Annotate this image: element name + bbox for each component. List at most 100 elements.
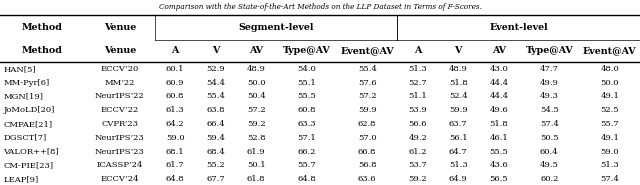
Text: 66.8: 66.8 xyxy=(358,148,376,156)
Text: Event@AV: Event@AV xyxy=(340,46,394,55)
Text: 57.4: 57.4 xyxy=(600,175,620,183)
Text: Venue: Venue xyxy=(104,23,136,32)
Text: JoMoLD[20]: JoMoLD[20] xyxy=(3,106,54,114)
Text: 48.9: 48.9 xyxy=(449,65,468,73)
Text: 49.5: 49.5 xyxy=(540,161,559,169)
Text: 55.7: 55.7 xyxy=(600,120,619,128)
Text: 47.7: 47.7 xyxy=(540,65,559,73)
Text: 52.9: 52.9 xyxy=(206,65,225,73)
Text: 60.9: 60.9 xyxy=(166,79,184,87)
Text: 63.3: 63.3 xyxy=(298,120,316,128)
Text: 61.3: 61.3 xyxy=(166,106,184,114)
Text: 64.9: 64.9 xyxy=(449,175,468,183)
Text: 66.2: 66.2 xyxy=(298,148,316,156)
Text: 64.8: 64.8 xyxy=(298,175,316,183)
Text: 55.4: 55.4 xyxy=(206,92,225,100)
Text: 49.9: 49.9 xyxy=(540,79,559,87)
Text: 59.2: 59.2 xyxy=(408,175,427,183)
Text: Type@AV: Type@AV xyxy=(525,46,573,55)
Text: 51.8: 51.8 xyxy=(490,120,508,128)
Text: Method: Method xyxy=(22,46,63,55)
Text: 68.1: 68.1 xyxy=(166,148,184,156)
Text: 55.7: 55.7 xyxy=(298,161,316,169)
Text: 67.7: 67.7 xyxy=(206,175,225,183)
Text: 56.1: 56.1 xyxy=(449,134,468,142)
Text: 61.8: 61.8 xyxy=(247,175,266,183)
Text: 52.7: 52.7 xyxy=(408,79,427,87)
Text: 49.3: 49.3 xyxy=(540,92,559,100)
Text: 63.6: 63.6 xyxy=(358,175,376,183)
Text: 68.4: 68.4 xyxy=(206,148,225,156)
Text: 52.4: 52.4 xyxy=(449,92,468,100)
Text: 63.8: 63.8 xyxy=(206,106,225,114)
Text: 53.9: 53.9 xyxy=(408,106,427,114)
Text: HAN[5]: HAN[5] xyxy=(3,65,36,73)
Text: 49.2: 49.2 xyxy=(408,134,427,142)
Text: CVPR’23: CVPR’23 xyxy=(101,120,138,128)
Text: ECCV’22: ECCV’22 xyxy=(100,106,139,114)
Text: AV: AV xyxy=(249,46,263,55)
Text: 49.1: 49.1 xyxy=(600,92,620,100)
Text: V: V xyxy=(212,46,220,55)
Text: 50.4: 50.4 xyxy=(247,92,266,100)
Text: CM-PIE[23]: CM-PIE[23] xyxy=(3,161,53,169)
Text: 55.2: 55.2 xyxy=(206,161,225,169)
Text: 64.8: 64.8 xyxy=(166,175,184,183)
Text: 55.4: 55.4 xyxy=(358,65,376,73)
Text: 60.1: 60.1 xyxy=(166,65,184,73)
Text: 57.4: 57.4 xyxy=(540,120,559,128)
Text: 64.7: 64.7 xyxy=(449,148,468,156)
Text: 51.3: 51.3 xyxy=(600,161,619,169)
Text: DGSCT[7]: DGSCT[7] xyxy=(3,134,47,142)
Text: MGN[19]: MGN[19] xyxy=(3,92,44,100)
Text: 51.1: 51.1 xyxy=(408,92,427,100)
Text: 49.1: 49.1 xyxy=(600,134,620,142)
Text: 54.4: 54.4 xyxy=(206,79,225,87)
Text: 55.5: 55.5 xyxy=(298,92,316,100)
Text: 55.5: 55.5 xyxy=(490,148,508,156)
Text: 51.3: 51.3 xyxy=(449,161,468,169)
Text: V: V xyxy=(454,46,462,55)
Text: 56.8: 56.8 xyxy=(358,161,376,169)
Text: ICASSP’24: ICASSP’24 xyxy=(97,161,143,169)
Text: Type@AV: Type@AV xyxy=(283,46,331,55)
Text: 51.3: 51.3 xyxy=(408,65,427,73)
Text: 43.0: 43.0 xyxy=(490,65,508,73)
Text: A: A xyxy=(414,46,421,55)
Text: AV: AV xyxy=(492,46,506,55)
Text: ECCV’24: ECCV’24 xyxy=(100,175,139,183)
Text: 53.7: 53.7 xyxy=(408,161,427,169)
Text: 62.8: 62.8 xyxy=(358,120,376,128)
Text: Event-level: Event-level xyxy=(490,23,548,32)
Text: 59.9: 59.9 xyxy=(449,106,468,114)
Text: 52.8: 52.8 xyxy=(247,134,266,142)
Text: 44.4: 44.4 xyxy=(489,92,508,100)
Text: NeurIPS’23: NeurIPS’23 xyxy=(95,148,145,156)
Text: 66.4: 66.4 xyxy=(206,120,225,128)
Text: 59.4: 59.4 xyxy=(206,134,225,142)
Text: 60.4: 60.4 xyxy=(540,148,559,156)
Text: 59.2: 59.2 xyxy=(247,120,266,128)
Text: 52.5: 52.5 xyxy=(600,106,619,114)
Text: Method: Method xyxy=(22,23,63,32)
Text: 56.5: 56.5 xyxy=(490,175,508,183)
Text: Comparison with the State-of-the-Art Methods on the LLP Dataset in Terms of F-Sc: Comparison with the State-of-the-Art Met… xyxy=(159,3,481,11)
Text: 63.7: 63.7 xyxy=(449,120,468,128)
Text: Segment-level: Segment-level xyxy=(238,23,314,32)
Text: NeurIPS’22: NeurIPS’22 xyxy=(95,92,145,100)
Text: 50.0: 50.0 xyxy=(247,79,266,87)
Text: 57.2: 57.2 xyxy=(247,106,266,114)
Text: 50.1: 50.1 xyxy=(247,161,266,169)
Text: NeurIPS’23: NeurIPS’23 xyxy=(95,134,145,142)
Text: 57.1: 57.1 xyxy=(298,134,316,142)
Text: CMPAE[21]: CMPAE[21] xyxy=(3,120,52,128)
Text: 57.6: 57.6 xyxy=(358,79,376,87)
Text: 50.5: 50.5 xyxy=(540,134,559,142)
Text: 55.1: 55.1 xyxy=(298,79,316,87)
Text: 61.2: 61.2 xyxy=(408,148,427,156)
Text: 48.9: 48.9 xyxy=(247,65,266,73)
Text: 54.0: 54.0 xyxy=(298,65,316,73)
Text: 59.0: 59.0 xyxy=(166,134,184,142)
Text: 46.1: 46.1 xyxy=(490,134,508,142)
Text: 50.0: 50.0 xyxy=(600,79,619,87)
